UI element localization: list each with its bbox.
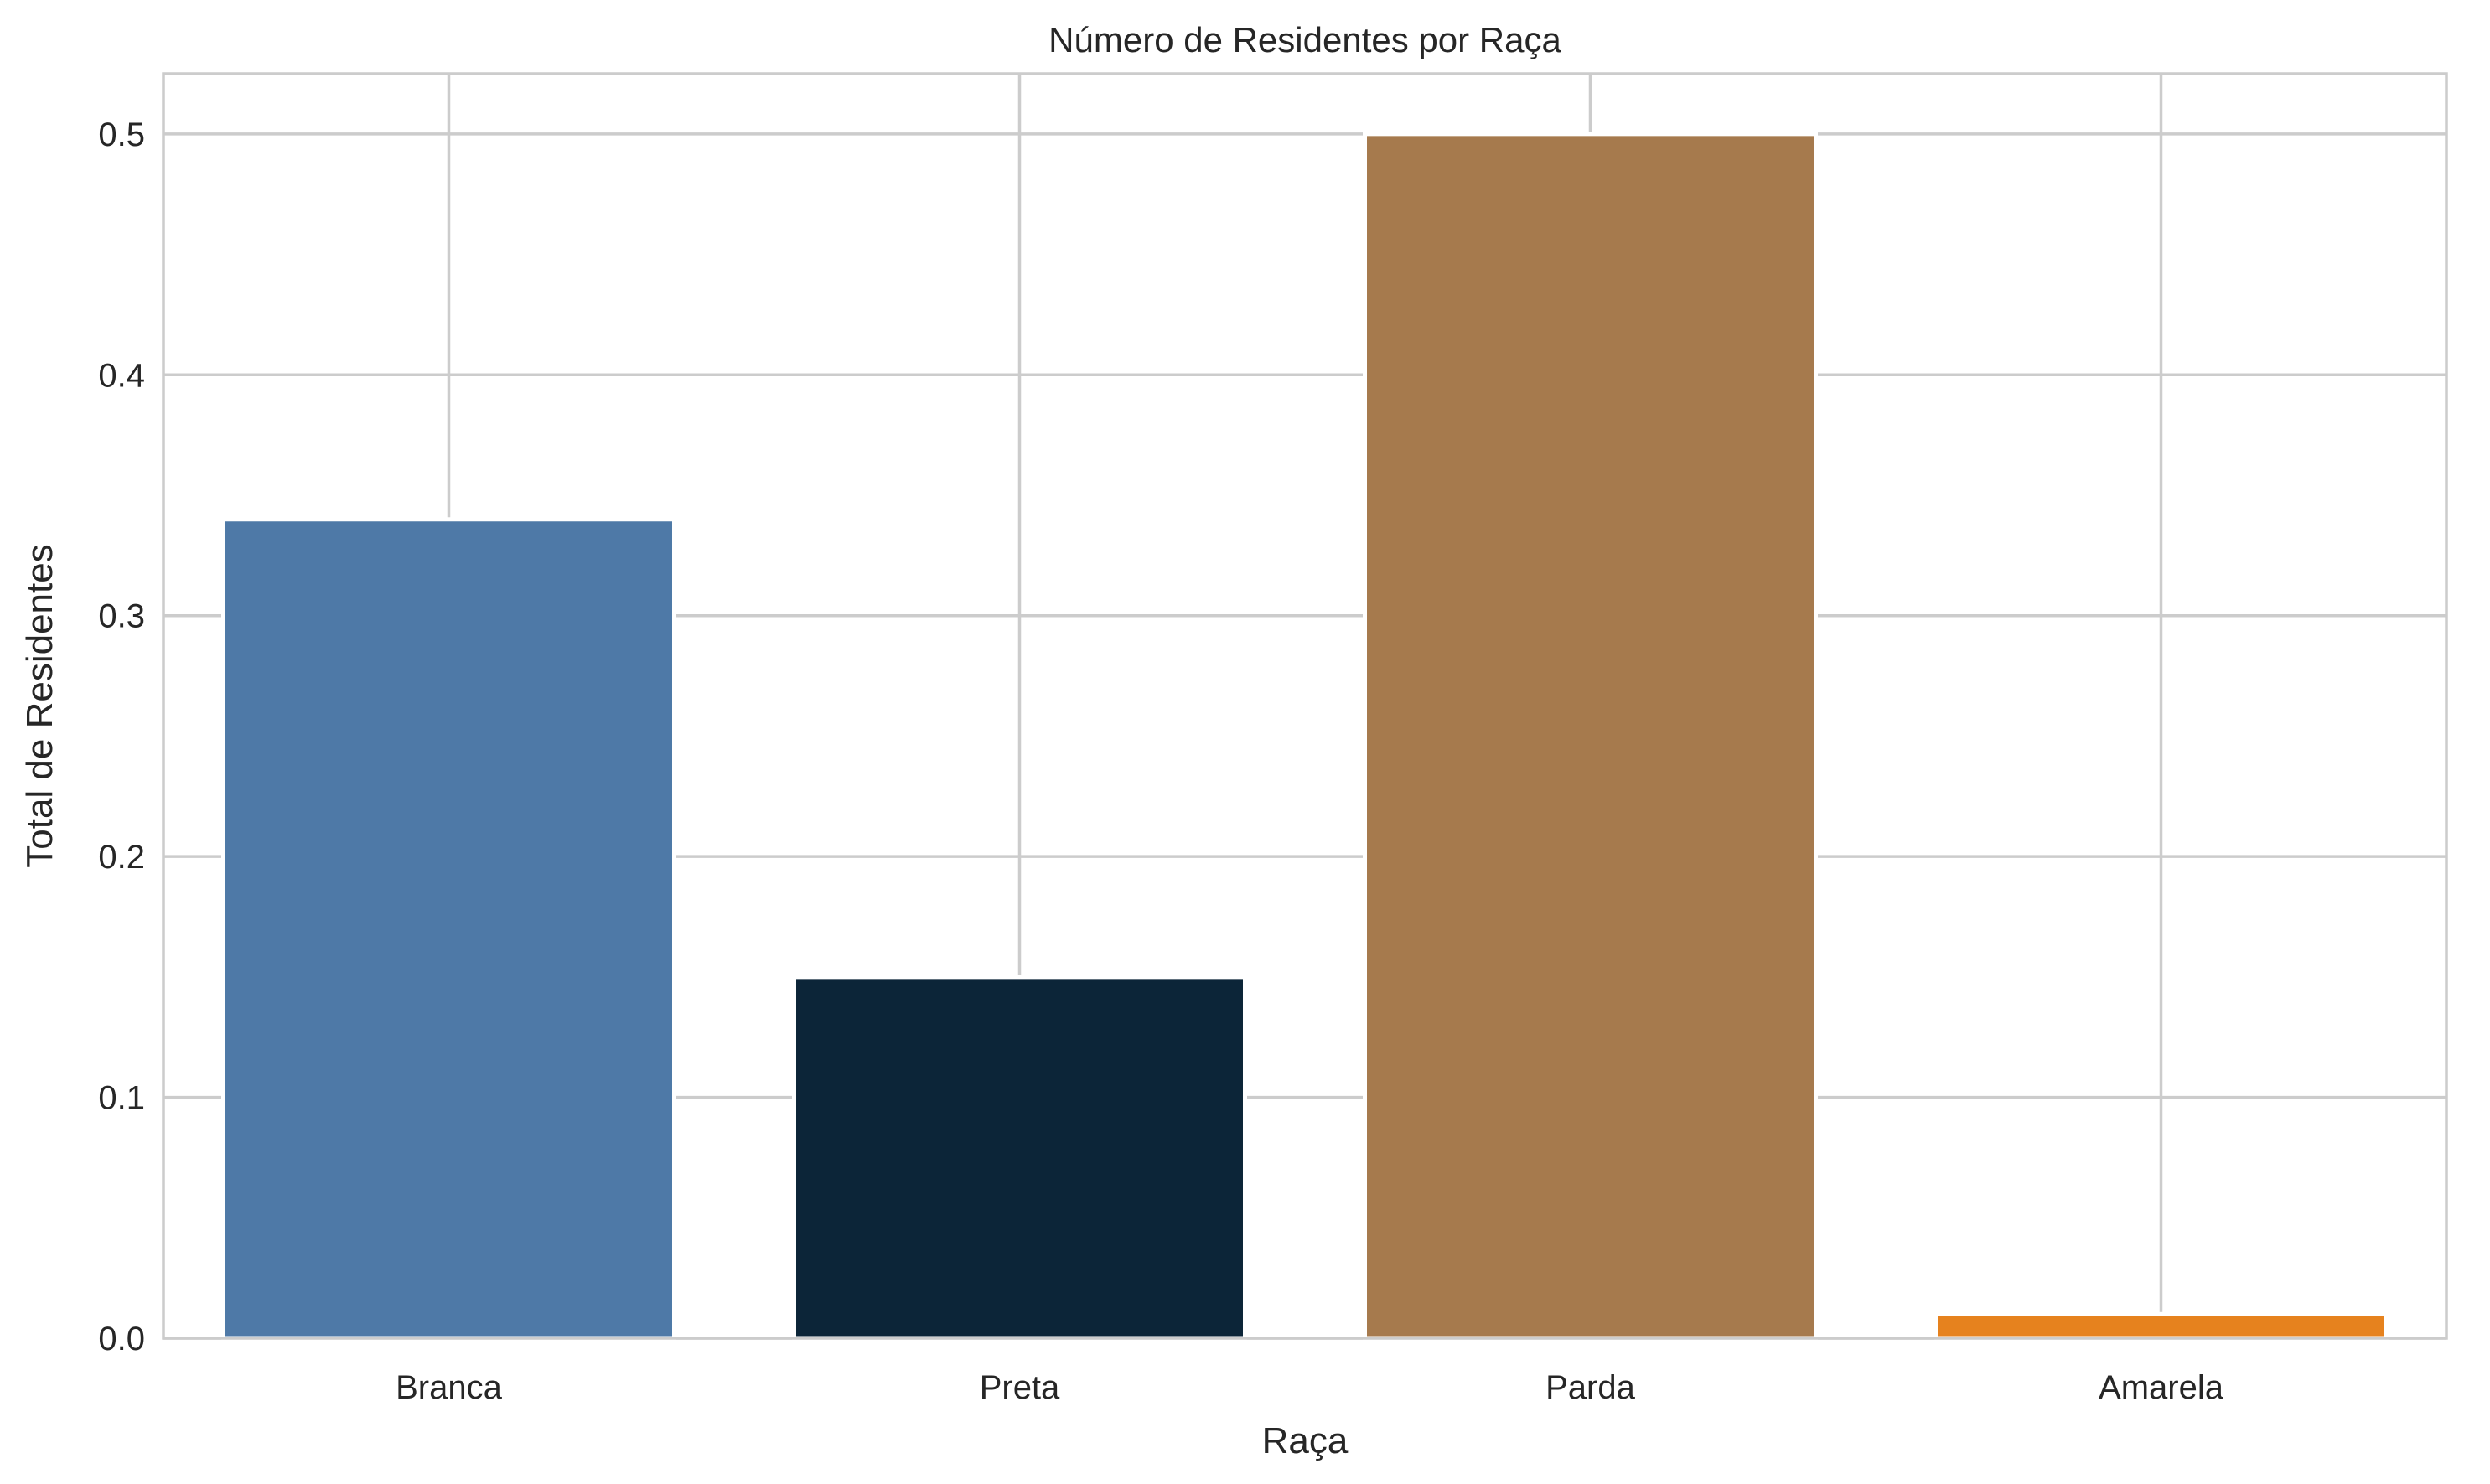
y-tick-label: 0.0 — [98, 1321, 145, 1357]
x-tick-label: Preta — [980, 1369, 1060, 1406]
x-tick-label: Branca — [396, 1369, 502, 1406]
y-tick-label: 0.4 — [98, 357, 145, 394]
bar-parda — [1363, 132, 1818, 1341]
bars — [221, 132, 2389, 1341]
bar-preta — [792, 975, 1247, 1341]
y-axis-ticks: 0.0 0.1 0.2 0.3 0.4 0.5 — [98, 116, 145, 1357]
x-tick-label: Parda — [1545, 1369, 1635, 1406]
x-tick-label: Amarela — [2099, 1369, 2224, 1406]
y-tick-label: 0.2 — [98, 839, 145, 876]
y-tick-label: 0.1 — [98, 1080, 145, 1117]
bar-branca — [221, 517, 676, 1341]
plot-frame — [162, 72, 2448, 1340]
y-axis-label: Total de Residentes — [19, 544, 60, 867]
x-axis-label: Raça — [1262, 1420, 1349, 1461]
chart-title: Número de Residentes por Raça — [1048, 20, 1561, 59]
bar-amarela — [1934, 1311, 2389, 1341]
y-tick-label: 0.5 — [98, 116, 145, 153]
y-tick-label: 0.3 — [98, 598, 145, 635]
x-axis-ticks: Branca Preta Parda Amarela — [396, 1369, 2224, 1406]
